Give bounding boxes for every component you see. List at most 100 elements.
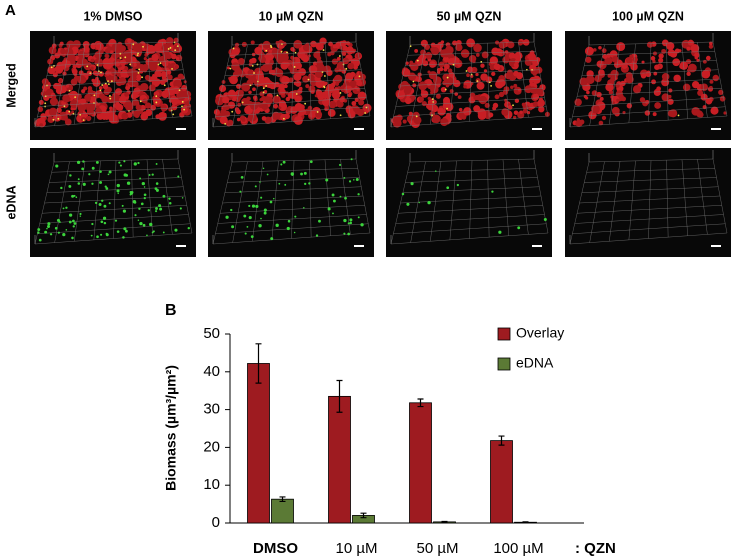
- yellow-signal: [74, 96, 77, 99]
- legend-swatch: [497, 327, 511, 341]
- red-signal: [430, 42, 436, 48]
- yellow-signal: [338, 55, 341, 57]
- red-signal: [316, 50, 321, 55]
- red-signal: [466, 38, 476, 48]
- red-signal: [658, 57, 664, 63]
- red-signal: [246, 117, 251, 122]
- green-signal: [266, 173, 269, 176]
- red-signal: [83, 46, 90, 53]
- red-signal: [234, 66, 241, 74]
- red-signal: [145, 46, 153, 54]
- green-signal: [82, 182, 86, 186]
- green-signal: [137, 219, 140, 222]
- green-signal: [446, 186, 450, 190]
- green-signal: [73, 222, 77, 225]
- image-grid: [569, 115, 728, 128]
- red-signal: [401, 68, 411, 77]
- red-signal: [646, 41, 654, 48]
- yellow-signal: [280, 50, 283, 53]
- y-tick-label: 50: [203, 325, 220, 342]
- red-signal: [455, 43, 463, 52]
- red-signal: [446, 44, 451, 49]
- image-grid: [355, 41, 371, 117]
- red-signal: [278, 83, 286, 91]
- green-signal: [250, 235, 254, 239]
- image-grid: [39, 214, 189, 224]
- red-signal: [601, 115, 607, 121]
- green-signal: [315, 234, 319, 237]
- image-grid: [355, 158, 371, 234]
- green-signal: [187, 226, 191, 230]
- red-signal: [297, 88, 303, 94]
- red-signal: [174, 65, 179, 69]
- yellow-signal: [139, 100, 142, 103]
- red-signal: [160, 49, 164, 54]
- yellow-signal: [137, 52, 139, 55]
- image-grid: [34, 232, 193, 245]
- red-signal: [621, 96, 627, 102]
- red-signal: [405, 61, 409, 65]
- green-signal: [119, 164, 122, 167]
- red-signal: [442, 57, 447, 61]
- green-signal: [343, 176, 346, 179]
- red-signal: [537, 99, 545, 107]
- red-signal: [268, 49, 273, 53]
- green-signal: [88, 173, 91, 176]
- green-signal: [101, 199, 104, 202]
- green-signal: [94, 201, 98, 205]
- red-signal: [501, 108, 509, 116]
- green-signal: [46, 227, 48, 230]
- yellow-signal: [93, 94, 96, 97]
- red-signal: [132, 43, 141, 52]
- image-grid: [487, 43, 490, 121]
- green-signal: [410, 182, 414, 186]
- red-signal: [475, 53, 480, 57]
- red-signal: [507, 41, 515, 49]
- red-signal: [151, 53, 159, 62]
- red-signal: [95, 42, 104, 51]
- red-signal: [493, 63, 501, 71]
- red-signal: [632, 56, 638, 63]
- red-signal: [336, 61, 345, 69]
- red-signal: [94, 57, 104, 67]
- red-signal: [298, 68, 306, 76]
- red-signal: [95, 107, 102, 115]
- green-signal: [273, 197, 275, 200]
- red-signal: [661, 93, 670, 102]
- red-signal: [293, 115, 303, 125]
- yellow-signal: [136, 54, 139, 57]
- red-signal: [420, 49, 427, 56]
- red-signal: [591, 104, 600, 114]
- red-signal: [532, 93, 540, 101]
- error-bar: [279, 496, 286, 503]
- green-signal: [103, 204, 107, 208]
- yellow-signal: [96, 64, 99, 66]
- red-signal: [472, 59, 476, 64]
- red-signal: [445, 113, 452, 120]
- red-signal: [62, 115, 68, 121]
- red-signal: [259, 97, 263, 102]
- red-signal: [686, 46, 691, 51]
- image-grid: [518, 42, 529, 118]
- red-signal: [58, 79, 63, 83]
- red-signal: [127, 68, 136, 77]
- red-signal: [130, 92, 138, 100]
- image-grid: [579, 78, 721, 87]
- yellow-signal: [99, 89, 102, 92]
- yellow-signal: [262, 87, 265, 90]
- red-signal: [488, 112, 494, 118]
- red-signal: [90, 66, 94, 70]
- red-signal: [709, 79, 714, 84]
- red-signal: [166, 69, 172, 75]
- green-signal: [99, 181, 102, 184]
- red-signal: [215, 96, 225, 106]
- red-signal: [274, 67, 280, 73]
- red-signal: [701, 69, 711, 79]
- red-signal: [602, 54, 608, 60]
- red-signal: [404, 97, 412, 105]
- green-signal: [47, 222, 51, 226]
- row-label: eDNA: [4, 185, 18, 219]
- red-signal: [293, 72, 302, 81]
- yellow-signal: [132, 43, 135, 46]
